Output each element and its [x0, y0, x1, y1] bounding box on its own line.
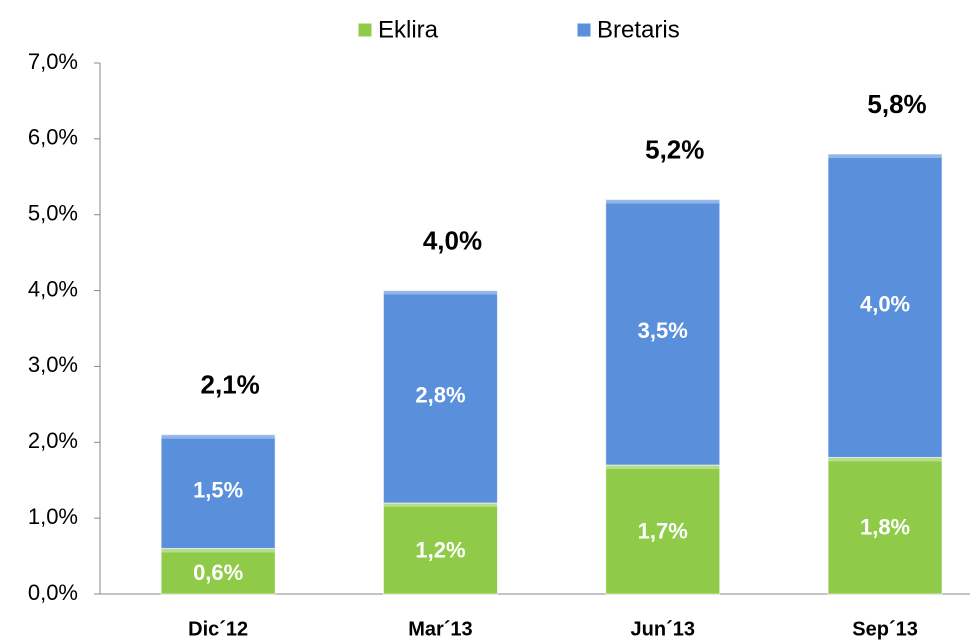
bar-segment: [827, 456, 943, 595]
value-label: 1,8%: [860, 515, 910, 540]
value-label: 1,7%: [638, 518, 688, 543]
value-label: 4,0%: [860, 292, 910, 317]
legend-swatch: [357, 22, 373, 38]
total-label: 5,8%: [867, 89, 926, 119]
bar-segment: [160, 434, 276, 549]
bar-highlight: [828, 154, 943, 159]
bar-segment: [605, 464, 721, 595]
total-label: 5,2%: [645, 134, 704, 164]
bar-highlight: [605, 199, 720, 204]
value-label: 3,5%: [638, 318, 688, 343]
x-tick-label: Mar´13: [408, 618, 472, 640]
y-tick-label: 5,0%: [28, 201, 78, 226]
bar-highlight: [828, 457, 943, 462]
bar-segment: [382, 290, 498, 504]
y-tick-label: 1,0%: [28, 504, 78, 529]
value-label: 1,2%: [415, 537, 465, 562]
x-tick-label: Dic´12: [188, 618, 248, 640]
legend-swatch: [576, 22, 592, 38]
bar-segment: [827, 153, 943, 458]
total-label: 4,0%: [423, 225, 482, 255]
y-tick-label: 4,0%: [28, 276, 78, 301]
bar-highlight: [605, 465, 720, 470]
x-tick-label: Sep´13: [852, 618, 918, 640]
y-tick-label: 7,0%: [28, 49, 78, 74]
legend-label: Eklira: [378, 16, 439, 43]
bar-highlight: [383, 290, 498, 295]
value-label: 1,5%: [193, 477, 243, 502]
bar-segment: [605, 199, 721, 466]
total-label: 2,1%: [201, 370, 260, 400]
y-tick-label: 6,0%: [28, 125, 78, 150]
bar-highlight: [161, 548, 276, 553]
value-label: 0,6%: [193, 560, 243, 585]
x-tick-label: Jun´13: [631, 618, 695, 640]
value-label: 2,8%: [415, 383, 465, 408]
y-tick-label: 3,0%: [28, 352, 78, 377]
bar-highlight: [383, 502, 498, 507]
y-tick-label: 2,0%: [28, 428, 78, 453]
bar-segment: [382, 502, 498, 595]
bar-highlight: [161, 434, 276, 439]
legend-label: Bretaris: [597, 16, 680, 43]
y-tick-label: 0,0%: [28, 580, 78, 605]
